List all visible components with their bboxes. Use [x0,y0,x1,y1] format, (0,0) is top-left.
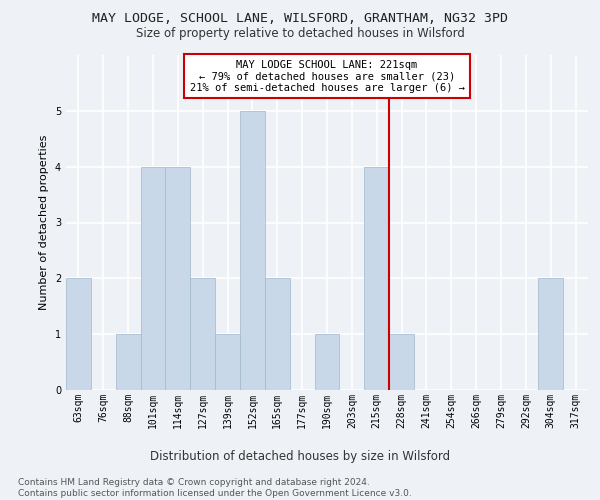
Bar [190,278,215,390]
Bar [116,334,140,390]
Bar [140,166,166,390]
Text: MAY LODGE SCHOOL LANE: 221sqm
← 79% of detached houses are smaller (23)
21% of s: MAY LODGE SCHOOL LANE: 221sqm ← 79% of d… [190,60,464,93]
Bar [314,334,340,390]
Bar [166,166,190,390]
Text: Contains HM Land Registry data © Crown copyright and database right 2024.
Contai: Contains HM Land Registry data © Crown c… [18,478,412,498]
Bar [66,278,91,390]
Bar [538,278,563,390]
Y-axis label: Number of detached properties: Number of detached properties [40,135,49,310]
Bar [389,334,414,390]
Bar [240,111,265,390]
Bar [364,166,389,390]
Bar [215,334,240,390]
Text: Distribution of detached houses by size in Wilsford: Distribution of detached houses by size … [150,450,450,463]
Bar [265,278,290,390]
Text: MAY LODGE, SCHOOL LANE, WILSFORD, GRANTHAM, NG32 3PD: MAY LODGE, SCHOOL LANE, WILSFORD, GRANTH… [92,12,508,26]
Text: Size of property relative to detached houses in Wilsford: Size of property relative to detached ho… [136,28,464,40]
